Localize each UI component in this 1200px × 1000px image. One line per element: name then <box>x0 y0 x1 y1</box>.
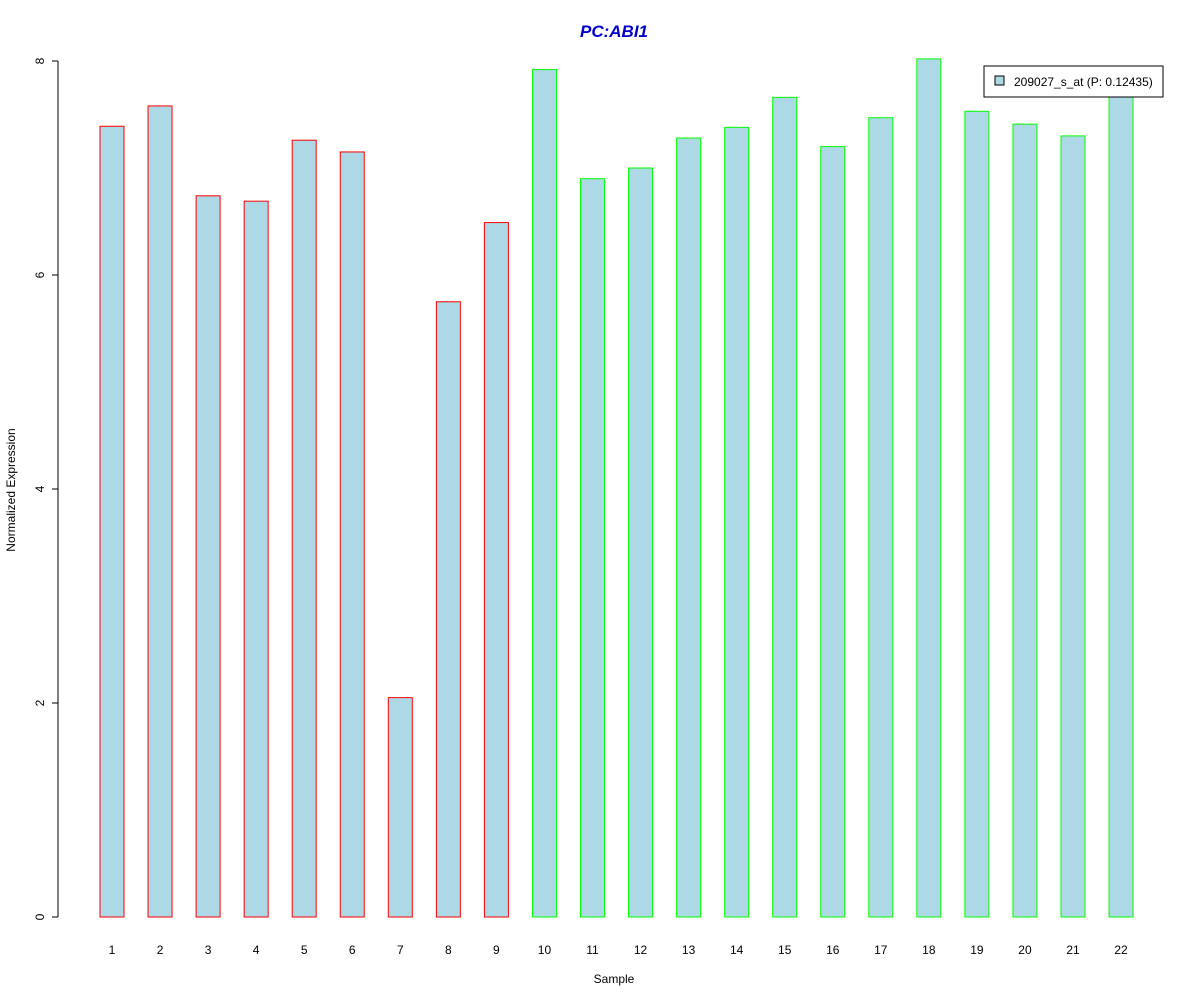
y-axis: 0 2 4 6 8 <box>33 57 59 920</box>
x-tick-label: 20 <box>1018 943 1032 957</box>
bar-sample-2 <box>147 105 173 918</box>
x-tick-label: 3 <box>205 943 212 957</box>
x-tick-label: 1 <box>109 943 116 957</box>
y-tick-label: 8 <box>33 57 47 64</box>
y-tick-label: 6 <box>33 271 47 278</box>
legend: 209027_s_at (P: 0.12435) <box>983 65 1164 98</box>
bar-sample-14 <box>724 126 750 918</box>
bar-sample-16 <box>820 146 846 918</box>
bar-sample-19 <box>964 110 990 918</box>
bar-sample-18 <box>916 58 942 918</box>
bar-sample-15 <box>772 96 798 918</box>
x-axis-labels: 1 2 3 4 5 6 7 8 9 10 11 12 13 14 15 16 17 18 19 20 21 22 <box>109 943 1128 957</box>
bar-sample-22 <box>1108 65 1134 918</box>
x-tick-label: 13 <box>682 943 696 957</box>
y-tick-label: 2 <box>33 699 47 706</box>
x-tick-label: 9 <box>493 943 500 957</box>
x-tick-label: 6 <box>349 943 356 957</box>
x-tick-label: 12 <box>634 943 648 957</box>
bar-sample-10 <box>531 69 557 918</box>
x-tick-label: 18 <box>922 943 936 957</box>
bar-sample-11 <box>580 178 605 918</box>
x-tick-label: 4 <box>253 943 260 957</box>
x-tick-label: 5 <box>301 943 308 957</box>
x-tick-label: 15 <box>778 943 792 957</box>
legend-swatch <box>994 75 1005 86</box>
bar-sample-20 <box>1012 123 1038 918</box>
x-tick-label: 10 <box>538 943 552 957</box>
bar-sample-4 <box>243 200 269 918</box>
bars <box>99 58 1134 918</box>
x-tick-label: 7 <box>397 943 404 957</box>
x-tick-label: 22 <box>1114 943 1128 957</box>
legend-box <box>983 65 1164 98</box>
x-tick-label: 19 <box>970 943 984 957</box>
bar-sample-13 <box>676 137 702 918</box>
y-tick-label: 0 <box>33 913 47 920</box>
bar-sample-3 <box>195 195 221 918</box>
legend-label: 209027_s_at (P: 0.12435) <box>1014 75 1153 89</box>
x-tick-label: 2 <box>157 943 164 957</box>
bar-sample-9 <box>483 222 509 918</box>
bar-sample-6 <box>339 151 365 918</box>
x-tick-label: 21 <box>1066 943 1080 957</box>
chart-title: PC:ABI1 <box>580 22 648 41</box>
x-tick-label: 14 <box>730 943 744 957</box>
bar-sample-21 <box>1060 135 1086 918</box>
y-tick-label: 4 <box>33 485 47 492</box>
x-tick-label: 11 <box>586 943 599 957</box>
bar-sample-1 <box>99 125 125 918</box>
x-tick-label: 8 <box>445 943 452 957</box>
x-axis-title: Sample <box>594 972 635 986</box>
bar-sample-17 <box>868 117 894 918</box>
y-axis-title: Normalized Expression <box>4 428 18 551</box>
bar-sample-7 <box>387 697 413 918</box>
x-tick-label: 16 <box>826 943 840 957</box>
bar-sample-5 <box>291 139 317 918</box>
x-tick-label: 17 <box>874 943 888 957</box>
bar-sample-8 <box>435 301 461 918</box>
bar-sample-12 <box>628 167 654 918</box>
